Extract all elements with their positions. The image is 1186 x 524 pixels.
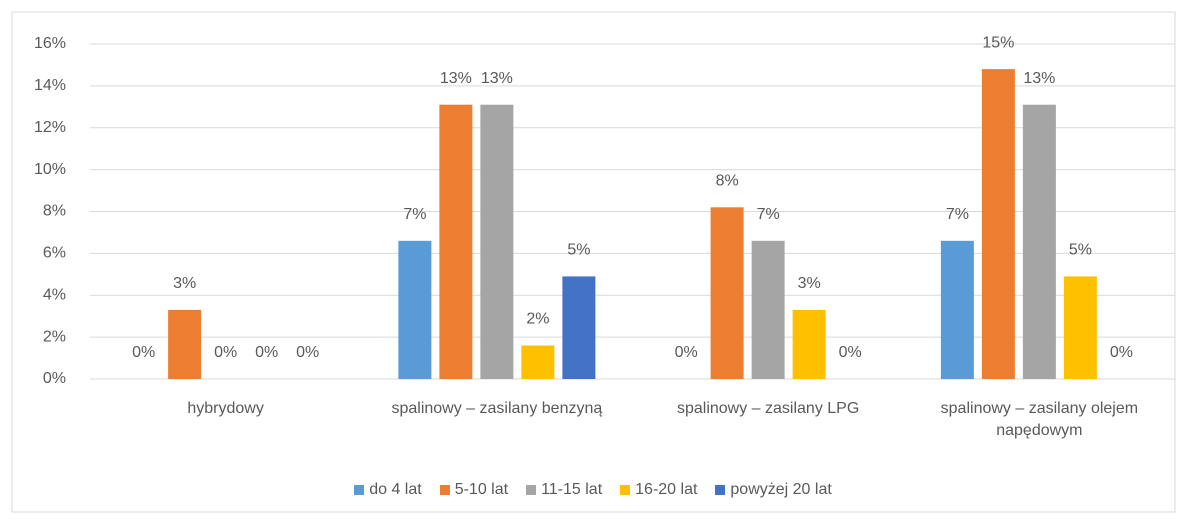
bar (521, 345, 555, 379)
data-label: 0% (675, 344, 698, 361)
chart-border (11, 11, 1176, 513)
data-label: 0% (839, 344, 862, 361)
legend-swatch (715, 485, 726, 495)
legend-label: powyżej 20 lat (730, 481, 832, 498)
x-tick-label: spalinowy – zasilany benzyną (391, 400, 603, 417)
data-label: 15% (982, 34, 1014, 51)
legend-item: 11-15 lat (526, 481, 602, 499)
bar (168, 309, 202, 379)
legend-label: 5-10 lat (454, 481, 509, 498)
legend-item: 16-20 lat (620, 481, 697, 499)
data-label: 7% (757, 206, 780, 223)
bar (981, 69, 1015, 379)
data-label: 13% (440, 70, 472, 87)
legend-swatch (439, 485, 450, 495)
y-tick-label: 16% (34, 35, 66, 52)
legend-label: 11-15 lat (541, 481, 603, 498)
x-tick-label: spalinowy – zasilany LPG (676, 400, 860, 417)
legend-label: do 4 lat (369, 481, 422, 498)
y-tick-label: 12% (34, 119, 66, 136)
legend-swatch (526, 485, 537, 495)
data-label: 0% (1110, 344, 1133, 361)
bar (940, 240, 974, 379)
y-tick-label: 6% (43, 245, 66, 262)
bar (398, 240, 432, 379)
data-label: 13% (481, 70, 513, 87)
data-label: 7% (946, 206, 969, 223)
legend: do 4 lat 5-10 lat 11-15 lat 16-20 lat powyże… (0, 481, 1186, 499)
data-label: 5% (1069, 242, 1092, 259)
data-label: 0% (132, 344, 155, 361)
data-label: 8% (716, 173, 739, 190)
y-tick-label: 10% (34, 161, 66, 178)
y-tick-label: 4% (43, 286, 66, 303)
legend-item: 5-10 lat (439, 481, 509, 499)
x-tick-label: hybrydowy (187, 400, 264, 417)
y-tick-label: 2% (43, 328, 66, 345)
bar (439, 104, 473, 379)
data-label: 0% (296, 344, 319, 361)
data-label: 3% (798, 275, 821, 292)
legend-label: 16-20 lat (635, 481, 698, 498)
legend-item: do 4 lat (354, 481, 422, 499)
data-label: 13% (1023, 70, 1055, 87)
bar (480, 104, 514, 379)
data-label: 3% (173, 275, 196, 292)
y-tick-label: 14% (34, 77, 66, 94)
bar (1022, 104, 1056, 379)
bar (562, 276, 596, 379)
legend-item: powyżej 20 lat (715, 481, 832, 499)
legend-swatch (354, 485, 365, 495)
data-label: 0% (255, 344, 278, 361)
bar (792, 309, 826, 379)
data-label: 5% (567, 242, 590, 259)
bar (1063, 276, 1097, 379)
legend-swatch (620, 485, 631, 495)
data-label: 0% (214, 344, 237, 361)
y-tick-label: 8% (43, 203, 66, 220)
x-tick-label: spalinowy – zasilany olejem napędowym (940, 400, 1139, 439)
bar (710, 207, 744, 379)
data-label: 2% (526, 311, 549, 328)
y-tick-label: 0% (43, 370, 66, 387)
bar (751, 240, 785, 379)
data-label: 7% (403, 206, 426, 223)
